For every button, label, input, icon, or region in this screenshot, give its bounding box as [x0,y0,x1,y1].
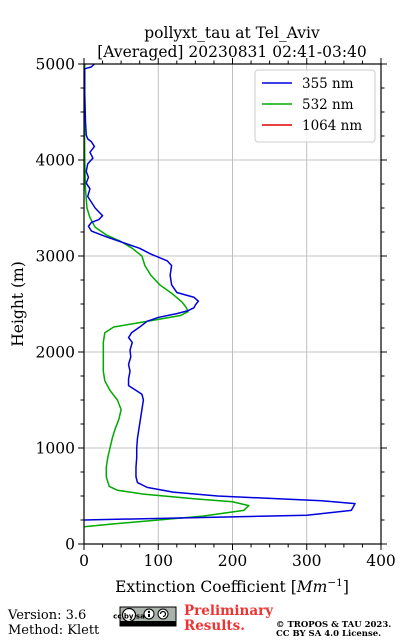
cc-badge-text: cc by sa [113,613,145,621]
chart-title: pollyxt_tau at Tel_Aviv [144,24,320,42]
preliminary-line2: Results. [184,618,245,634]
series-line-532-nm [83,63,250,528]
legend: 355 nm 532 nm 1064 nm [254,69,376,143]
y-tick-label: 2000 [36,344,75,362]
copyright-line1: © TROPOS & TAU 2023. [276,620,391,630]
y-tick-label: 4000 [36,152,75,170]
y-tick-label: 1000 [36,440,75,458]
cc-icon [121,607,137,623]
x-tick-label: 0 [79,552,89,570]
series-line-355-nm [83,63,356,521]
footer: Version: 3.6 Method: Klett cc by sa Prel… [7,603,391,639]
legend-label: 355 nm [302,76,354,92]
sa-icon [157,608,169,620]
x-tick-label: 200 [218,552,248,570]
plot-frame [83,63,382,545]
legend-label: 1064 nm [302,118,362,134]
y-tick-label: 3000 [36,248,75,266]
y-axis-label: Height (m) [9,261,27,347]
grid [84,64,381,544]
method-label: Method: Klett [8,623,100,638]
x-tick-label: 100 [143,552,173,570]
cc-license-logo: cc by sa [113,606,177,627]
x-tick-label: 400 [366,552,396,570]
preliminary-line1: Preliminary [184,603,274,619]
y-tick-label: 0 [65,536,75,554]
legend-box [254,69,376,143]
legend-label: 532 nm [302,97,354,113]
chart-subtitle: [Averaged] 20230831 02:41-03:40 [97,43,367,61]
y-tick-label: 5000 [36,56,75,74]
version-label: Version: 3.6 [7,608,86,623]
series-layer [83,63,356,528]
x-tick-label: 300 [292,552,322,570]
copyright-line2: CC BY SA 4.0 License. [276,629,381,639]
x-axis-label: Extinction Coefficient [Mm−1] [115,577,349,596]
